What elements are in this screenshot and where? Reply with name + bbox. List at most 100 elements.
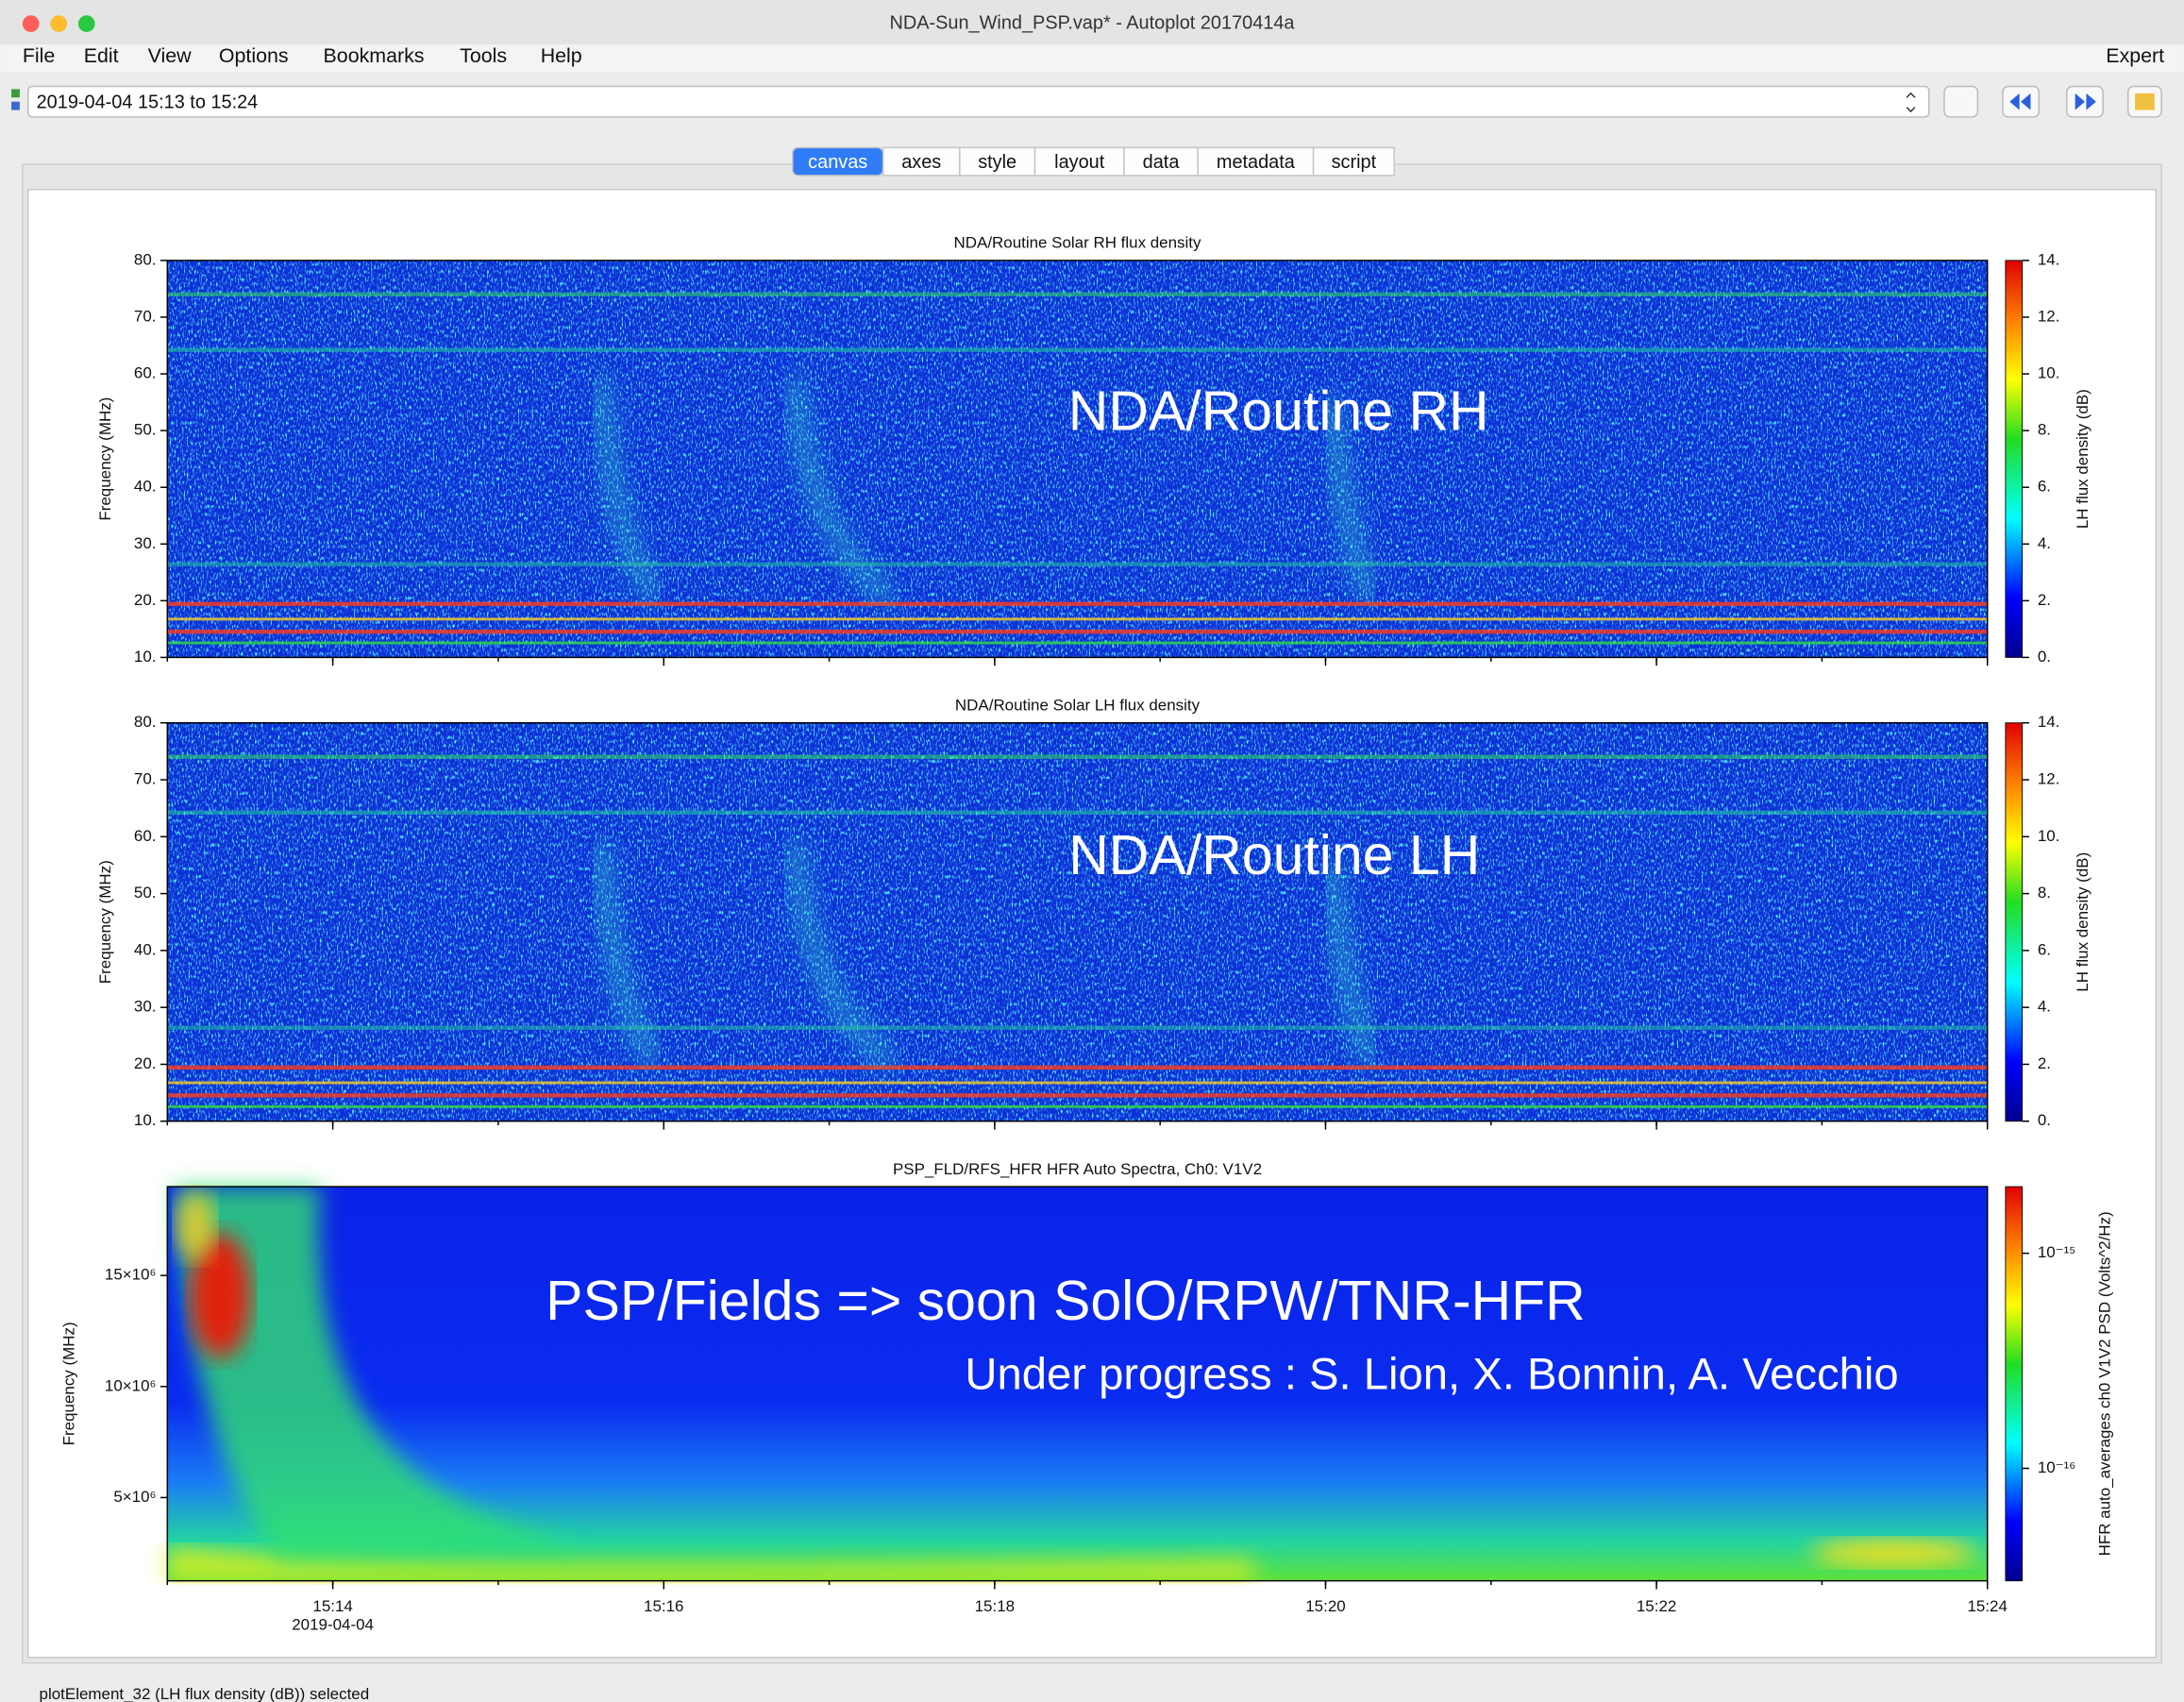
y-tick-label: 30. bbox=[134, 998, 157, 1016]
colorbar-tick-label: 12. bbox=[2038, 770, 2060, 788]
menu-item[interactable]: Options bbox=[219, 44, 289, 67]
colorbar-tick-label: 14. bbox=[2038, 250, 2060, 268]
status-icon bbox=[11, 89, 20, 98]
time-range-field[interactable] bbox=[27, 85, 1930, 118]
y-tick-label: 40. bbox=[134, 478, 157, 496]
annotation: Under progress : S. Lion, X. Bonnin, A. … bbox=[965, 1350, 1898, 1400]
colorbar-tick-label: 8. bbox=[2038, 421, 2051, 439]
colorbar bbox=[2005, 1186, 2024, 1582]
colorbar-tick-label: 14. bbox=[2038, 713, 2060, 731]
y-axis-label: Frequency (MHz) bbox=[96, 860, 114, 984]
y-tick-label: 20. bbox=[134, 591, 157, 609]
colorbar-label: LH flux density (dB) bbox=[2074, 852, 2092, 992]
y-axis-label: Frequency (MHz) bbox=[60, 1322, 78, 1445]
colorbar-label: LH flux density (dB) bbox=[2074, 389, 2092, 529]
calendar-button[interactable] bbox=[1943, 85, 1979, 118]
tab-label: canvas bbox=[808, 152, 867, 173]
tab[interactable] bbox=[1312, 146, 1395, 177]
spectrogram-band bbox=[167, 754, 1988, 759]
y-tick-label: 60. bbox=[134, 827, 157, 845]
spectrogram-feature bbox=[176, 1190, 215, 1261]
spectrogram-band bbox=[167, 617, 1988, 621]
y-tick-label: 80. bbox=[134, 713, 157, 731]
y-tick-label: 50. bbox=[134, 884, 157, 902]
status-bar: plotElement_32 (LH flux density (dB)) se… bbox=[40, 1685, 370, 1702]
status-icon bbox=[11, 101, 20, 110]
y-tick-label: 10×10⁶ bbox=[105, 1376, 157, 1394]
burst bbox=[1321, 861, 1380, 1066]
spectrogram-band bbox=[167, 1093, 1988, 1098]
annotation: NDA/Routine LH bbox=[1068, 824, 1480, 886]
tab[interactable] bbox=[1197, 146, 1315, 177]
spectrogram-band bbox=[167, 1104, 1988, 1108]
tab-label: style bbox=[978, 152, 1016, 173]
spectrogram-band bbox=[167, 562, 1988, 566]
colorbar-tick-label: 6. bbox=[2038, 940, 2051, 958]
spectrogram-feature bbox=[174, 1187, 585, 1560]
colorbar-tick-label: 4. bbox=[2038, 998, 2051, 1016]
colorbar-tick-label: 6. bbox=[2038, 478, 2051, 496]
burst bbox=[590, 841, 663, 1067]
plot-frame bbox=[166, 722, 1989, 1122]
tab-label: data bbox=[1143, 152, 1181, 173]
colorbar-tick-label: 8. bbox=[2038, 884, 2051, 902]
colorbar-tick-label: 10. bbox=[2038, 827, 2060, 845]
colorbar-tick-label: 12. bbox=[2038, 307, 2060, 325]
colorbar bbox=[2005, 260, 2024, 658]
spectrogram-band bbox=[167, 1081, 1988, 1085]
y-tick-label: 50. bbox=[134, 421, 157, 439]
spectrogram-band bbox=[167, 629, 1988, 634]
spinner[interactable] bbox=[1906, 92, 1916, 113]
x-date-label: 2019-04-04 bbox=[292, 1615, 374, 1633]
plot-frame bbox=[166, 1186, 1989, 1582]
tab-label: axes bbox=[901, 152, 941, 173]
y-tick-label: 70. bbox=[134, 307, 157, 325]
y-tick-label: 20. bbox=[134, 1054, 157, 1072]
colorbar-tick-label: 10. bbox=[2038, 364, 2060, 382]
colorbar-tick-label: 2. bbox=[2038, 1054, 2051, 1072]
spectrogram-band bbox=[167, 641, 1988, 645]
close-button[interactable] bbox=[22, 15, 40, 32]
tab[interactable] bbox=[882, 146, 961, 177]
y-tick-label: 80. bbox=[134, 250, 157, 268]
tab[interactable] bbox=[959, 146, 1036, 177]
burst bbox=[1321, 398, 1380, 602]
spectrogram-band bbox=[167, 292, 1988, 296]
annotation: NDA/Routine RH bbox=[1068, 379, 1489, 442]
spectrogram-band bbox=[167, 1025, 1988, 1030]
colorbar-tick-label: 10⁻¹⁶ bbox=[2038, 1458, 2075, 1476]
title-bar bbox=[0, 0, 2184, 45]
menu-item[interactable]: File bbox=[23, 44, 55, 67]
spectrogram-speckle bbox=[167, 722, 1988, 1121]
spectrogram-feature bbox=[189, 1232, 251, 1358]
y-tick-label: 10. bbox=[134, 648, 157, 666]
x-tick-label: 15:20 bbox=[1305, 1597, 1345, 1615]
menu-item[interactable]: Edit bbox=[84, 44, 119, 67]
minimize-button[interactable] bbox=[50, 15, 68, 32]
colorbar-label: HFR auto_averages ch0 V1V2 PSD (Volts^2/… bbox=[2096, 1211, 2114, 1556]
x-tick-label: 15:24 bbox=[1967, 1597, 2007, 1615]
plot-title: PSP_FLD/RFS_HFR HFR Auto Spectra, Ch0: V… bbox=[893, 1160, 1262, 1178]
zoom-button[interactable] bbox=[77, 15, 95, 32]
y-tick-label: 5×10⁶ bbox=[113, 1488, 156, 1506]
menu-item[interactable]: Expert bbox=[2106, 44, 2164, 67]
burst bbox=[785, 841, 897, 1069]
menu-item[interactable]: Help bbox=[541, 44, 582, 67]
burst bbox=[785, 379, 897, 605]
y-tick-label: 10. bbox=[134, 1111, 157, 1129]
menu-item[interactable]: Tools bbox=[460, 44, 507, 67]
y-tick-label: 30. bbox=[134, 534, 157, 552]
y-axis-label: Frequency (MHz) bbox=[96, 397, 114, 521]
colorbar-tick-label: 0. bbox=[2038, 1111, 2051, 1129]
y-tick-label: 70. bbox=[134, 770, 157, 788]
menu-item[interactable]: View bbox=[148, 44, 193, 67]
colorbar-tick-label: 4. bbox=[2038, 534, 2051, 552]
spectrogram-speckle bbox=[167, 260, 1988, 658]
y-tick-label: 40. bbox=[134, 940, 157, 958]
colorbar-tick-label: 2. bbox=[2038, 591, 2051, 609]
plot-title: NDA/Routine Solar LH flux density bbox=[955, 697, 1201, 715]
menu-item[interactable]: Bookmarks bbox=[324, 44, 425, 67]
x-tick-label: 15:16 bbox=[644, 1597, 683, 1615]
plot-frame bbox=[166, 260, 1989, 659]
tab-label: layout bbox=[1054, 152, 1105, 173]
